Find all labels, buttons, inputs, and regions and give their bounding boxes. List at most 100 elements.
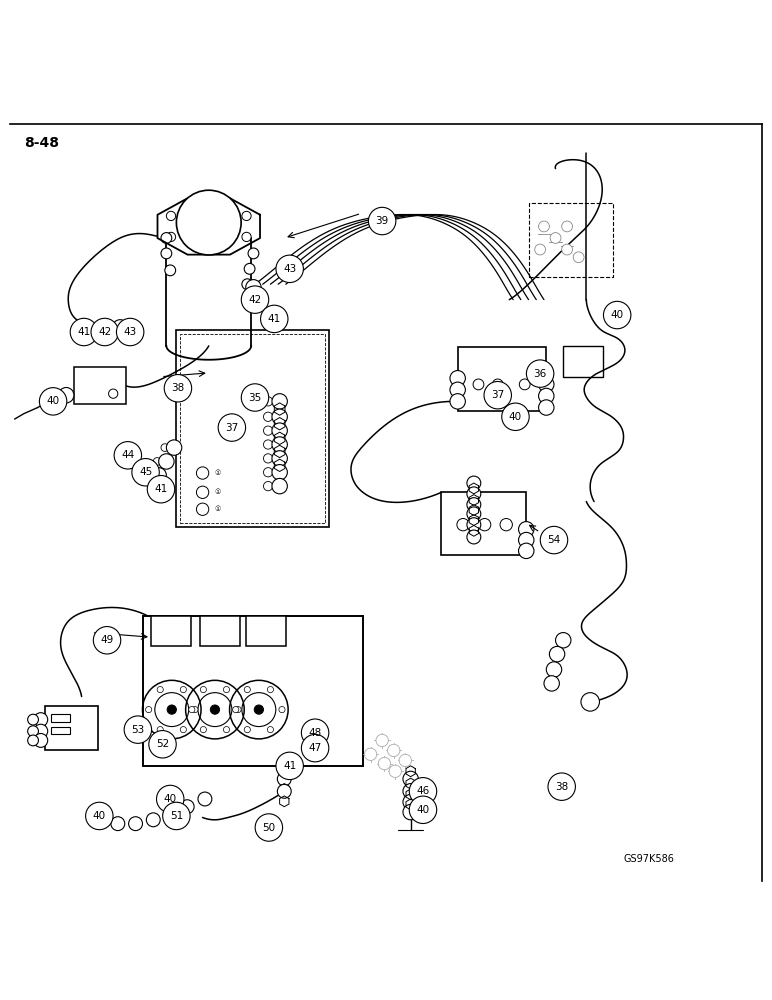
Polygon shape — [279, 784, 289, 794]
Circle shape — [244, 727, 250, 733]
Text: ①: ① — [214, 470, 220, 476]
Polygon shape — [274, 459, 285, 471]
Circle shape — [540, 526, 567, 554]
Circle shape — [467, 530, 481, 544]
Circle shape — [276, 255, 303, 283]
Polygon shape — [279, 796, 289, 807]
Circle shape — [403, 771, 418, 787]
Circle shape — [539, 400, 554, 415]
Text: 38: 38 — [555, 782, 568, 792]
Circle shape — [154, 458, 161, 465]
Bar — [199, 616, 239, 646]
Circle shape — [210, 705, 219, 714]
Circle shape — [242, 286, 269, 313]
Circle shape — [188, 707, 195, 713]
Circle shape — [539, 221, 550, 232]
Text: 41: 41 — [283, 761, 296, 771]
Circle shape — [164, 375, 191, 402]
Circle shape — [124, 716, 151, 743]
Bar — [564, 346, 603, 377]
Text: 41: 41 — [268, 314, 281, 324]
Bar — [46, 706, 98, 750]
Bar — [74, 367, 127, 404]
Circle shape — [218, 414, 245, 441]
Polygon shape — [469, 505, 479, 515]
Circle shape — [378, 757, 391, 770]
Text: 40: 40 — [46, 396, 59, 406]
Circle shape — [527, 360, 554, 387]
Circle shape — [556, 633, 571, 648]
Bar — [442, 492, 527, 555]
Circle shape — [263, 397, 273, 406]
Circle shape — [277, 784, 291, 798]
Circle shape — [539, 377, 554, 392]
Circle shape — [242, 384, 269, 411]
Text: 48: 48 — [309, 728, 322, 738]
Circle shape — [547, 662, 562, 677]
Circle shape — [301, 719, 329, 746]
Circle shape — [161, 233, 172, 243]
Text: 40: 40 — [509, 412, 522, 422]
Circle shape — [562, 244, 573, 255]
Circle shape — [550, 233, 561, 243]
Circle shape — [388, 744, 400, 757]
Text: 40: 40 — [93, 811, 106, 821]
Polygon shape — [469, 483, 479, 494]
Circle shape — [244, 687, 250, 693]
Circle shape — [389, 765, 401, 777]
Circle shape — [86, 802, 113, 830]
Text: 41: 41 — [154, 484, 168, 494]
Circle shape — [34, 713, 48, 727]
Circle shape — [245, 280, 261, 295]
Text: 45: 45 — [139, 467, 152, 477]
Circle shape — [146, 471, 154, 479]
Bar — [151, 616, 191, 646]
Circle shape — [574, 252, 584, 263]
Circle shape — [161, 248, 172, 259]
Circle shape — [242, 279, 252, 290]
Circle shape — [548, 773, 575, 800]
Circle shape — [301, 734, 329, 762]
Circle shape — [267, 727, 273, 733]
Circle shape — [473, 379, 484, 390]
Circle shape — [204, 199, 213, 208]
Circle shape — [200, 727, 206, 733]
Circle shape — [263, 412, 273, 421]
Circle shape — [403, 804, 418, 820]
Circle shape — [272, 423, 287, 438]
Text: 40: 40 — [416, 805, 429, 815]
Circle shape — [272, 465, 287, 480]
Circle shape — [151, 468, 167, 483]
Circle shape — [450, 382, 466, 398]
Circle shape — [470, 501, 478, 508]
Circle shape — [376, 734, 388, 747]
Circle shape — [263, 468, 273, 477]
Circle shape — [502, 403, 529, 430]
Circle shape — [28, 735, 39, 746]
Circle shape — [263, 426, 273, 435]
Circle shape — [263, 440, 273, 449]
Circle shape — [132, 459, 159, 486]
Circle shape — [232, 707, 239, 713]
Circle shape — [277, 772, 291, 786]
Circle shape — [467, 487, 481, 501]
Circle shape — [167, 232, 175, 242]
Circle shape — [150, 484, 157, 492]
Circle shape — [263, 454, 273, 463]
Circle shape — [196, 486, 208, 498]
Circle shape — [146, 707, 152, 713]
Text: 8-48: 8-48 — [24, 136, 59, 150]
Circle shape — [113, 320, 128, 335]
Circle shape — [235, 707, 241, 713]
Text: 43: 43 — [124, 327, 137, 337]
Circle shape — [267, 687, 273, 693]
Circle shape — [93, 627, 120, 654]
Circle shape — [34, 724, 48, 738]
Circle shape — [368, 207, 396, 235]
Circle shape — [467, 476, 481, 490]
Circle shape — [159, 454, 174, 469]
Text: ①: ① — [214, 489, 220, 495]
Circle shape — [409, 778, 437, 805]
Circle shape — [562, 221, 573, 232]
Text: 37: 37 — [225, 423, 239, 433]
